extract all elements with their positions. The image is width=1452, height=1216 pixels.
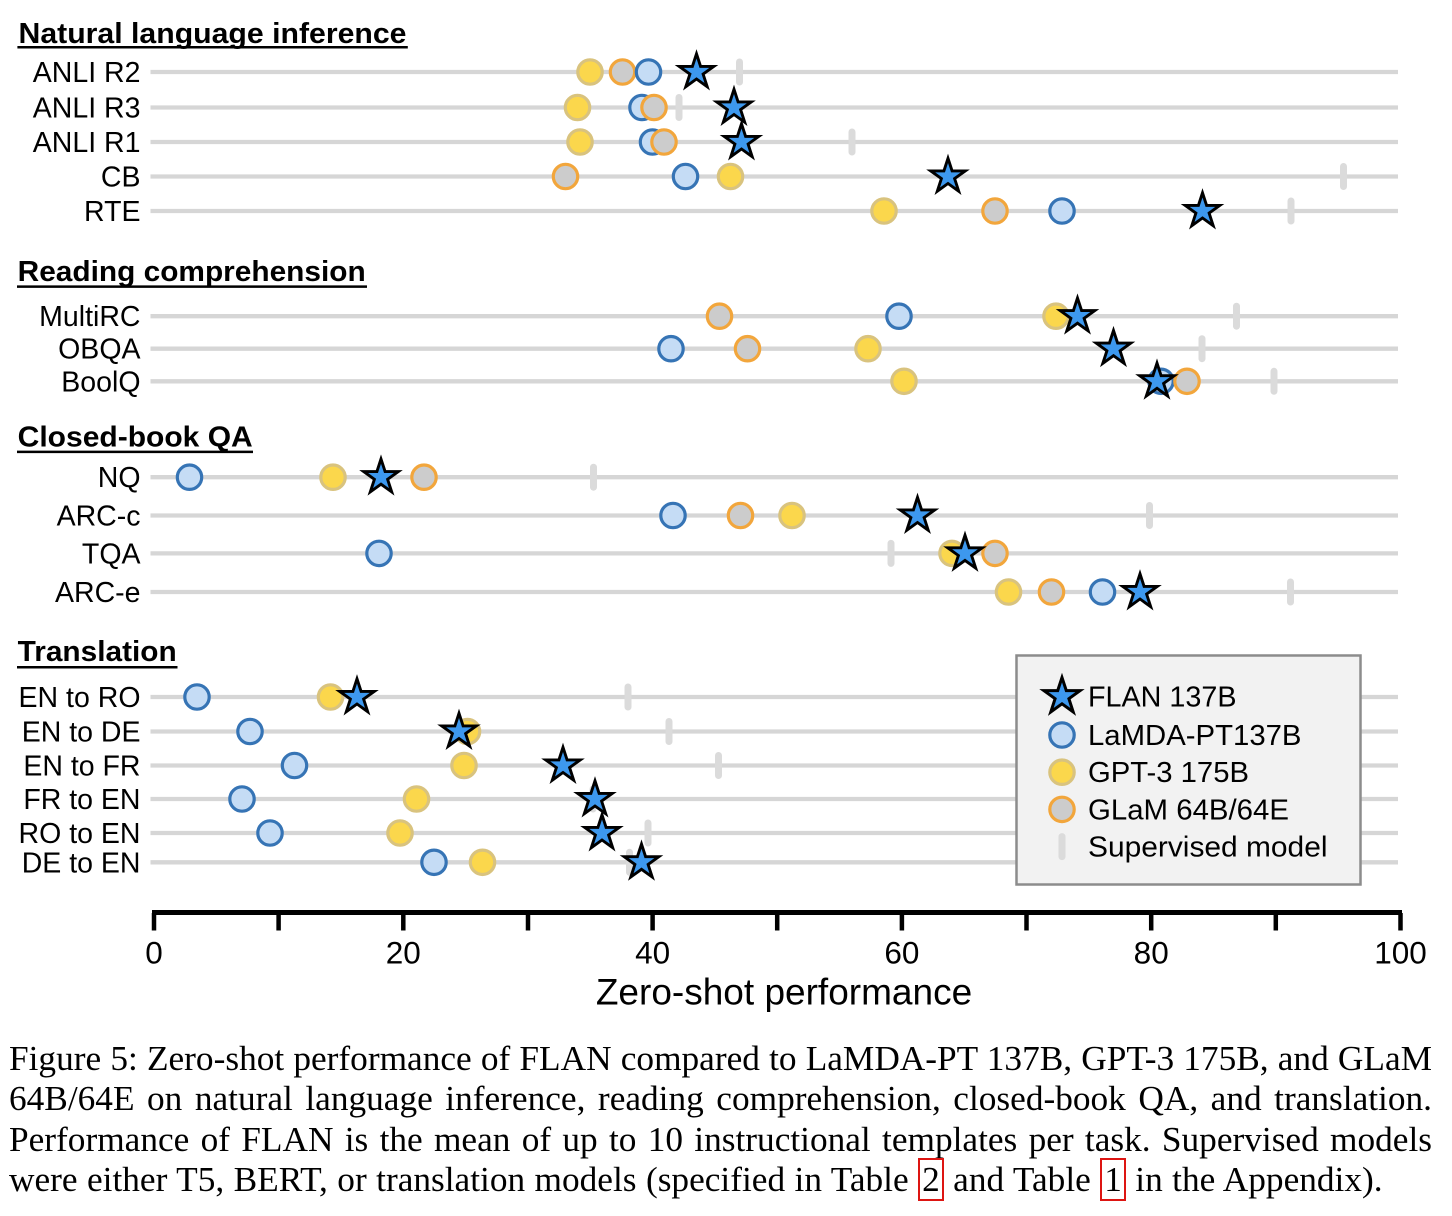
svg-text:ANLI R3: ANLI R3 (33, 93, 141, 125)
svg-text:EN to FR: EN to FR (23, 751, 140, 783)
svg-text:NQ: NQ (98, 462, 141, 494)
svg-text:DE to EN: DE to EN (22, 847, 141, 879)
svg-text:Natural language inference: Natural language inference (19, 18, 407, 50)
svg-text:Zero-shot performance: Zero-shot performance (596, 972, 972, 1013)
svg-text:LaMDA-PT137B: LaMDA-PT137B (1088, 720, 1302, 752)
svg-text:ARC-c: ARC-c (57, 501, 141, 533)
svg-text:RO to EN: RO to EN (19, 818, 141, 850)
svg-text:Translation: Translation (18, 636, 177, 668)
svg-text:TQA: TQA (82, 538, 141, 570)
svg-text:EN to RO: EN to RO (19, 682, 141, 714)
svg-text:80: 80 (1134, 935, 1169, 971)
svg-text:BoolQ: BoolQ (61, 366, 140, 398)
svg-text:Supervised model: Supervised model (1088, 832, 1328, 864)
svg-text:ANLI R2: ANLI R2 (33, 57, 141, 89)
svg-text:GLaM 64B/64E: GLaM 64B/64E (1088, 794, 1289, 826)
svg-text:ARC-e: ARC-e (55, 577, 141, 609)
svg-text:OBQA: OBQA (58, 334, 140, 366)
svg-text:FLAN 137B: FLAN 137B (1088, 682, 1237, 714)
svg-text:20: 20 (386, 935, 421, 971)
svg-text:FR to EN: FR to EN (23, 784, 140, 816)
svg-text:GPT-3 175B: GPT-3 175B (1088, 757, 1249, 789)
svg-text:0: 0 (145, 935, 163, 971)
svg-text:EN to DE: EN to DE (22, 717, 141, 749)
svg-text:Closed-book QA: Closed-book QA (18, 421, 253, 453)
svg-text:60: 60 (884, 935, 919, 971)
svg-text:100: 100 (1374, 935, 1427, 971)
svg-text:40: 40 (635, 935, 670, 971)
svg-text:RTE: RTE (84, 196, 141, 228)
svg-text:ANLI R1: ANLI R1 (33, 127, 141, 159)
svg-text:MultiRC: MultiRC (39, 301, 140, 333)
svg-text:CB: CB (101, 162, 141, 194)
svg-text:Reading comprehension: Reading comprehension (18, 256, 366, 288)
